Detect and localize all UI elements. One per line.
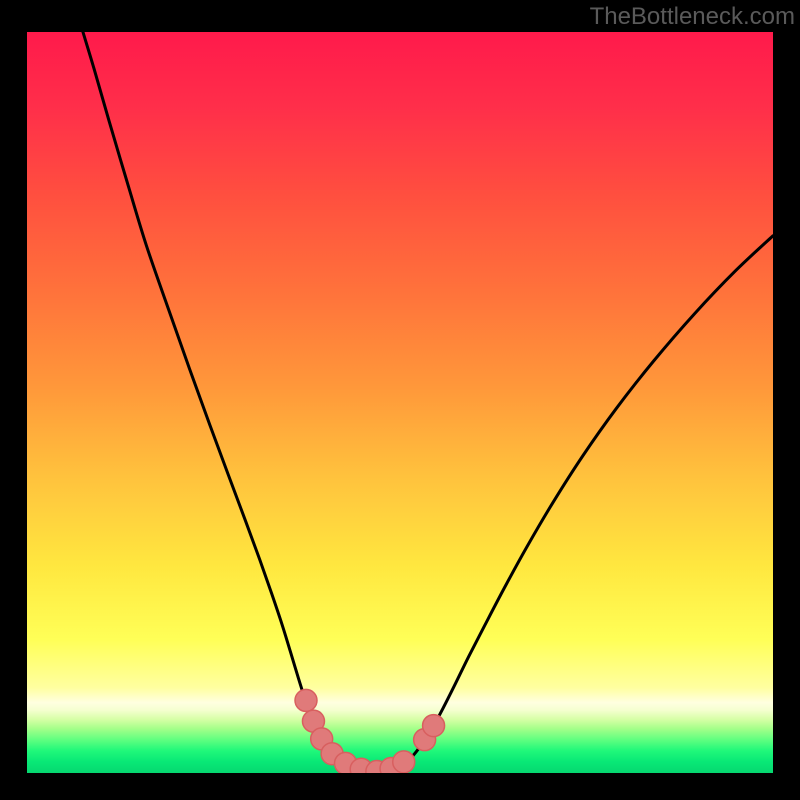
watermark: TheBottleneck.com — [590, 3, 795, 31]
highlight-marker — [295, 689, 317, 711]
highlight-marker — [423, 715, 445, 737]
chart-svg — [0, 0, 800, 800]
gradient-background — [27, 32, 773, 773]
highlight-marker — [393, 751, 415, 773]
plot-area — [0, 0, 800, 800]
chart-container: TheBottleneck.com — [0, 0, 800, 800]
